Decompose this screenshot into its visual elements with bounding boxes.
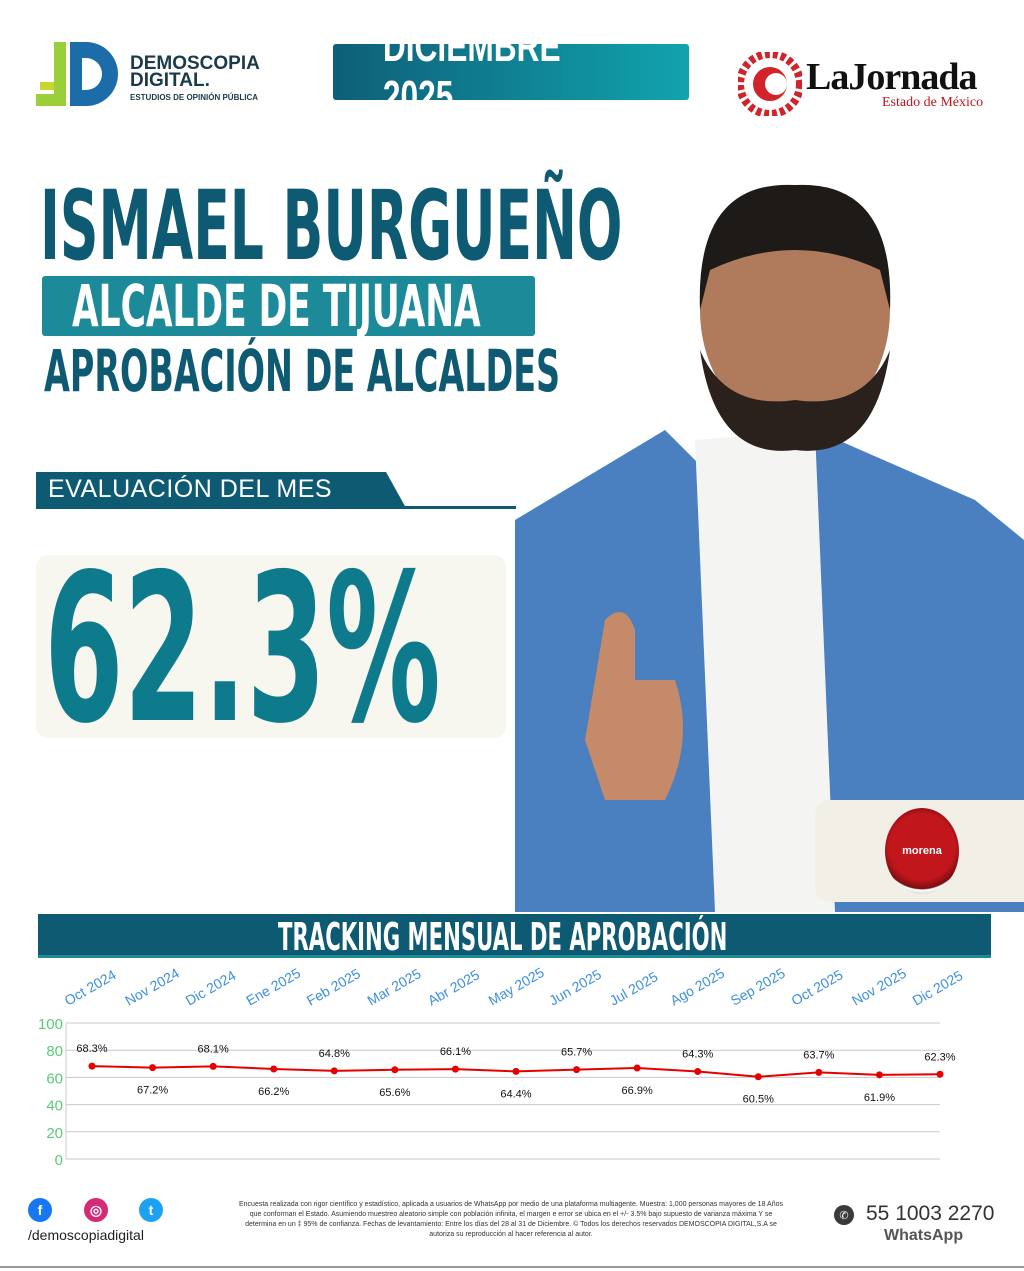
x-tick-label: Dic 2025 — [910, 967, 966, 1009]
x-tick-label: Ago 2025 — [667, 965, 727, 1009]
partner-name: LaJornada — [806, 56, 977, 98]
facebook-icon[interactable]: f — [28, 1198, 52, 1222]
person-role: ALCALDE DE TIJUANA — [72, 272, 481, 340]
data-point — [209, 1062, 217, 1070]
tracking-title: TRACKING MENSUAL DE APROBACIÓN — [278, 915, 728, 959]
data-label: 65.7% — [561, 1047, 592, 1059]
brand-name-2: DIGITAL. — [130, 70, 210, 91]
twitter-icon[interactable]: t — [139, 1198, 163, 1222]
party-label: morena — [902, 845, 942, 857]
divider — [36, 506, 516, 509]
data-label: 67.2% — [137, 1085, 168, 1097]
x-tick-label: May 2025 — [486, 964, 547, 1009]
phone-number: 55 1003 2270 — [866, 1202, 995, 1225]
x-tick-label: Nov 2025 — [849, 965, 909, 1009]
y-tick-label: 20 — [46, 1125, 63, 1142]
y-tick-label: 0 — [55, 1152, 63, 1169]
brand-tagline: ESTUDIOS DE OPINIÓN PÚBLICA — [130, 93, 259, 102]
data-point — [633, 1064, 641, 1072]
data-point — [936, 1070, 944, 1078]
x-tick-label: Sep 2025 — [728, 965, 788, 1009]
x-tick-label: Jul 2025 — [607, 968, 661, 1008]
data-label: 62.3% — [924, 1051, 955, 1063]
x-tick-label: Oct 2025 — [788, 966, 845, 1008]
x-tick-label: Nov 2024 — [122, 965, 182, 1009]
x-tick-label: Feb 2025 — [304, 965, 363, 1009]
brand-name-1: DEMOSCOPIA — [130, 53, 260, 74]
x-tick-label: Abr 2025 — [425, 966, 482, 1008]
y-tick-label: 60 — [46, 1070, 63, 1087]
whatsapp-icon: ✆ — [834, 1205, 854, 1225]
data-label: 65.6% — [379, 1087, 410, 1099]
data-point — [330, 1067, 338, 1075]
data-label: 64.8% — [319, 1048, 350, 1060]
data-label: 64.4% — [500, 1088, 531, 1100]
person-photo — [515, 184, 1024, 912]
data-point — [573, 1066, 581, 1074]
morena-logo: morena — [885, 808, 959, 894]
x-tick-label: Dic 2024 — [183, 967, 239, 1009]
data-point — [815, 1068, 823, 1076]
data-point — [391, 1066, 399, 1074]
demoscopia-logo-icon — [36, 42, 118, 106]
sun-logo-icon — [736, 50, 804, 118]
whatsapp-label: WhatsApp — [884, 1227, 964, 1244]
data-label: 68.1% — [198, 1043, 229, 1055]
x-tick-label: Oct 2024 — [62, 966, 119, 1008]
x-tick-label: Mar 2025 — [364, 965, 423, 1009]
data-point — [451, 1065, 459, 1073]
data-label: 64.3% — [682, 1049, 713, 1061]
instagram-icon[interactable]: ◎ — [84, 1198, 108, 1222]
data-point — [270, 1065, 278, 1073]
data-label: 66.2% — [258, 1086, 289, 1098]
evaluation-value: 62.3% — [44, 531, 441, 769]
role-banner — [42, 276, 535, 336]
date-text: DICIEMBRE 2025 — [382, 22, 561, 121]
data-label: 63.7% — [803, 1049, 834, 1061]
y-tick-label: 100 — [38, 1016, 63, 1033]
brand-logo: DEMOSCOPIA DIGITAL. ESTUDIOS DE OPINIÓN … — [130, 53, 260, 102]
data-point — [754, 1073, 762, 1081]
data-point — [694, 1068, 702, 1076]
date-badge: DICIEMBRE 2025 — [333, 22, 689, 121]
disclaimer: Encuesta realizada con rigor científico … — [239, 1201, 783, 1238]
tracking-header — [38, 914, 991, 958]
data-label: 60.5% — [743, 1094, 774, 1106]
y-tick-label: 80 — [46, 1043, 63, 1060]
data-label: 61.9% — [864, 1092, 895, 1104]
data-point — [512, 1067, 520, 1075]
la-jornada-logo: LaJornada Estado de México — [736, 50, 983, 121]
data-label: 66.9% — [622, 1085, 653, 1097]
x-tick-label: Jun 2025 — [546, 966, 604, 1009]
survey-subtitle: APROBACIÓN DE ALCALDES — [44, 337, 561, 405]
tracking-chart: 0 20 40 60 80 100 Oct 2024 Nov 2024 Dic 2024 Ene … — [38, 964, 966, 1169]
data-point — [149, 1064, 157, 1072]
y-tick-label: 40 — [46, 1098, 63, 1115]
data-point — [88, 1062, 96, 1070]
data-point — [875, 1071, 883, 1079]
partner-sub: Estado de México — [882, 95, 984, 110]
evaluation-panel — [36, 555, 506, 738]
evaluation-label: EVALUACIÓN DEL MES — [48, 475, 333, 503]
social-handle[interactable]: /demoscopiadigital — [28, 1227, 144, 1243]
data-label: 66.1% — [440, 1046, 471, 1058]
x-tick-label: Ene 2025 — [243, 965, 303, 1009]
person-name: ISMAEL BURGUEÑO — [40, 170, 623, 282]
data-label: 68.3% — [76, 1043, 107, 1055]
eval-tab — [36, 472, 406, 508]
divider — [0, 1266, 1024, 1268]
